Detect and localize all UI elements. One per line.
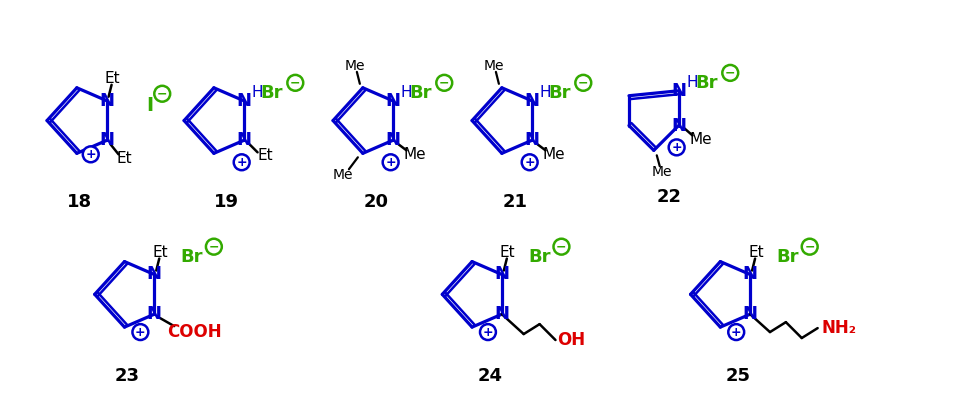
Text: −: −: [555, 240, 566, 253]
Text: Br: Br: [548, 84, 570, 102]
Text: N: N: [147, 305, 161, 323]
Text: N: N: [384, 132, 400, 150]
Circle shape: [83, 146, 99, 162]
Text: 22: 22: [655, 188, 680, 206]
Text: 20: 20: [363, 193, 388, 211]
Text: Et: Et: [748, 245, 763, 260]
Text: −: −: [438, 76, 449, 89]
Text: N: N: [671, 82, 685, 100]
Text: 23: 23: [115, 367, 140, 385]
Text: H: H: [252, 85, 263, 100]
Text: Me: Me: [344, 59, 365, 73]
Text: +: +: [385, 156, 396, 169]
Text: Et: Et: [152, 245, 168, 260]
Text: N: N: [524, 92, 538, 110]
Text: N: N: [235, 92, 251, 110]
Text: +: +: [86, 148, 96, 161]
Text: +: +: [135, 326, 145, 338]
Circle shape: [206, 239, 222, 255]
Text: Me: Me: [688, 132, 711, 147]
Text: H: H: [539, 85, 551, 100]
Text: N: N: [494, 305, 508, 323]
Text: COOH: COOH: [166, 323, 221, 341]
Text: −: −: [209, 240, 219, 253]
Text: H: H: [401, 85, 412, 100]
Text: H: H: [686, 75, 698, 90]
Text: 24: 24: [477, 367, 502, 385]
Text: Me: Me: [333, 168, 353, 182]
Text: 18: 18: [67, 193, 92, 211]
Text: +: +: [236, 156, 247, 169]
Text: +: +: [671, 141, 681, 154]
Text: Me: Me: [403, 147, 426, 162]
Text: 21: 21: [502, 193, 527, 211]
Circle shape: [382, 154, 398, 170]
Text: N: N: [235, 132, 251, 150]
Text: −: −: [725, 66, 735, 79]
Text: Me: Me: [651, 165, 672, 179]
Text: 25: 25: [725, 367, 750, 385]
Text: N: N: [147, 266, 161, 284]
Circle shape: [801, 239, 817, 255]
Circle shape: [553, 239, 569, 255]
Circle shape: [575, 75, 591, 91]
Text: Br: Br: [408, 84, 431, 102]
Text: −: −: [803, 240, 814, 253]
Text: −: −: [290, 76, 300, 89]
Text: Br: Br: [695, 74, 717, 92]
Text: Me: Me: [483, 59, 504, 73]
Text: Et: Et: [105, 71, 120, 86]
Text: N: N: [742, 305, 757, 323]
Text: +: +: [730, 326, 741, 338]
Text: N: N: [524, 132, 538, 150]
Circle shape: [668, 140, 684, 155]
Text: Et: Et: [500, 245, 515, 260]
Text: N: N: [494, 266, 508, 284]
Text: 19: 19: [214, 193, 239, 211]
Text: Br: Br: [259, 84, 283, 102]
Text: Br: Br: [528, 248, 551, 266]
Text: OH: OH: [556, 331, 585, 349]
Circle shape: [234, 154, 249, 170]
Text: −: −: [157, 87, 167, 100]
Text: I: I: [146, 96, 153, 115]
Text: −: −: [578, 76, 588, 89]
Circle shape: [727, 324, 744, 340]
Circle shape: [722, 65, 737, 81]
Circle shape: [480, 324, 495, 340]
Text: +: +: [524, 156, 534, 169]
Circle shape: [154, 86, 170, 102]
Circle shape: [521, 154, 537, 170]
Text: Et: Et: [116, 151, 133, 166]
Circle shape: [436, 75, 452, 91]
Text: N: N: [742, 266, 757, 284]
Text: N: N: [384, 92, 400, 110]
Text: NH₂: NH₂: [821, 319, 856, 337]
Text: N: N: [99, 92, 114, 110]
Text: +: +: [482, 326, 493, 338]
Text: N: N: [671, 116, 685, 134]
Text: Br: Br: [776, 248, 799, 266]
Circle shape: [287, 75, 303, 91]
Text: Me: Me: [542, 147, 564, 162]
Text: Et: Et: [258, 148, 273, 163]
Circle shape: [133, 324, 148, 340]
Text: Br: Br: [181, 248, 203, 266]
Text: N: N: [99, 132, 114, 150]
